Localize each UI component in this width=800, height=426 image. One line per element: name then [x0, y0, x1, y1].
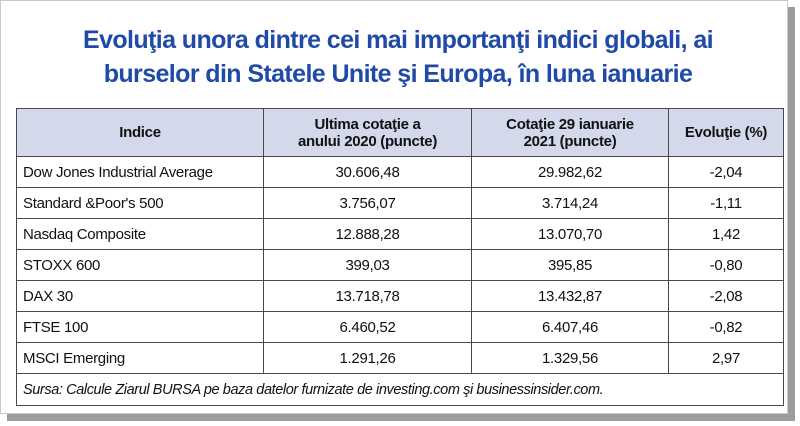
- quote-jan-29-2021: 3.714,24: [471, 187, 669, 219]
- source-note: Sursa: Calcule Ziarul BURSA pe baza date…: [16, 373, 784, 406]
- header-last-quote-line-1: Ultima cotaţie a: [314, 115, 421, 133]
- change-percent: -1,11: [668, 187, 784, 219]
- table-row: FTSE 100 6.460,52 6.407,46 -0,82: [16, 311, 784, 343]
- change-percent: -2,04: [668, 156, 784, 188]
- last-quote-2020: 399,03: [263, 249, 472, 281]
- quote-jan-29-2021: 6.407,46: [471, 311, 669, 343]
- quote-jan-29-2021: 1.329,56: [471, 342, 669, 374]
- change-percent: 1,42: [668, 218, 784, 250]
- last-quote-2020: 1.291,26: [263, 342, 472, 374]
- table-row: DAX 30 13.718,78 13.432,87 -2,08: [16, 280, 784, 312]
- indices-table: Indice Ultima cotaţie a anului 2020 (pun…: [16, 108, 784, 406]
- title-line-2: burselor din Statele Unite şi Europa, în…: [103, 60, 693, 88]
- header-last-quote-line-2: anului 2020 (puncte): [297, 132, 438, 150]
- index-name: DAX 30: [16, 280, 264, 312]
- header-change: Evoluţie (%): [668, 108, 784, 157]
- last-quote-2020: 12.888,28: [263, 218, 472, 250]
- index-name: Dow Jones Industrial Average: [16, 156, 264, 188]
- last-quote-2020: 6.460,52: [263, 311, 472, 343]
- index-name: STOXX 600: [16, 249, 264, 281]
- header-jan29-line-1: Cotaţie 29 ianuarie: [506, 115, 634, 133]
- title-line-1: Evoluţia unora dintre cei mai importanţi…: [83, 26, 714, 54]
- table-header-row: Indice Ultima cotaţie a anului 2020 (pun…: [16, 108, 784, 157]
- table-row: STOXX 600 399,03 395,85 -0,80: [16, 249, 784, 281]
- index-name: Standard &Poor's 500: [16, 187, 264, 219]
- last-quote-2020: 30.606,48: [263, 156, 472, 188]
- quote-jan-29-2021: 29.982,62: [471, 156, 669, 188]
- header-last-quote-2020: Ultima cotaţie a anului 2020 (puncte): [263, 108, 472, 157]
- change-percent: -0,82: [668, 311, 784, 343]
- header-quote-jan-29-2021: Cotaţie 29 ianuarie 2021 (puncte): [471, 108, 669, 157]
- quote-jan-29-2021: 13.070,70: [471, 218, 669, 250]
- last-quote-2020: 3.756,07: [263, 187, 472, 219]
- table-row: Nasdaq Composite 12.888,28 13.070,70 1,4…: [16, 218, 784, 250]
- index-name: Nasdaq Composite: [16, 218, 264, 250]
- header-jan29-line-2: 2021 (puncte): [523, 132, 617, 150]
- table-source-row: Sursa: Calcule Ziarul BURSA pe baza date…: [16, 373, 784, 406]
- change-percent: -2,08: [668, 280, 784, 312]
- index-name: MSCI Emerging: [16, 342, 264, 374]
- change-percent: 2,97: [668, 342, 784, 374]
- index-name: FTSE 100: [16, 311, 264, 343]
- quote-jan-29-2021: 395,85: [471, 249, 669, 281]
- page-title: Evoluţia unora dintre cei mai importanţi…: [13, 23, 783, 91]
- table-row: Dow Jones Industrial Average 30.606,48 2…: [16, 156, 784, 188]
- change-percent: -0,80: [668, 249, 784, 281]
- quote-jan-29-2021: 13.432,87: [471, 280, 669, 312]
- table-row: MSCI Emerging 1.291,26 1.329,56 2,97: [16, 342, 784, 374]
- table-row: Standard &Poor's 500 3.756,07 3.714,24 -…: [16, 187, 784, 219]
- last-quote-2020: 13.718,78: [263, 280, 472, 312]
- header-index: Indice: [16, 108, 264, 157]
